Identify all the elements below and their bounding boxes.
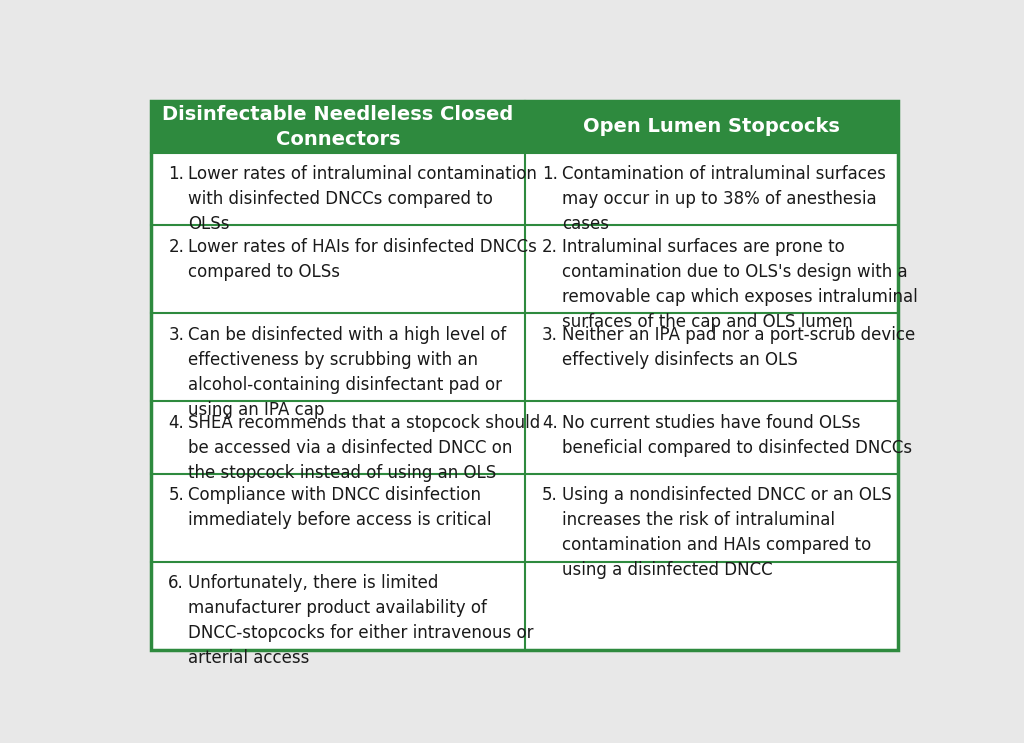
Text: Lower rates of intraluminal contamination
with disinfected DNCCs compared to
OLS: Lower rates of intraluminal contaminatio… xyxy=(188,166,538,233)
Bar xyxy=(524,153,898,225)
Bar xyxy=(152,474,524,562)
Text: Disinfectable Needleless Closed
Connectors: Disinfectable Needleless Closed Connecto… xyxy=(163,105,514,149)
Text: 5.: 5. xyxy=(168,486,184,504)
Text: 6.: 6. xyxy=(168,574,184,592)
Bar xyxy=(152,314,524,401)
Bar xyxy=(524,225,898,314)
Bar xyxy=(152,401,524,474)
Bar xyxy=(152,101,524,153)
Text: 3.: 3. xyxy=(542,325,558,344)
Text: SHEA recommends that a stopcock should
be accessed via a disinfected DNCC on
the: SHEA recommends that a stopcock should b… xyxy=(188,414,541,481)
Text: 2.: 2. xyxy=(542,238,558,256)
Text: Lower rates of HAIs for disinfected DNCCs
compared to OLSs: Lower rates of HAIs for disinfected DNCC… xyxy=(188,238,538,281)
Text: Contamination of intraluminal surfaces
may occur in up to 38% of anesthesia
case: Contamination of intraluminal surfaces m… xyxy=(562,166,886,233)
Text: 3.: 3. xyxy=(168,325,184,344)
Text: 1.: 1. xyxy=(542,166,558,184)
Bar xyxy=(524,314,898,401)
Bar xyxy=(152,225,524,314)
Text: 5.: 5. xyxy=(542,486,558,504)
Bar xyxy=(524,401,898,474)
Text: Neither an IPA pad nor a port-scrub device
effectively disinfects an OLS: Neither an IPA pad nor a port-scrub devi… xyxy=(562,325,915,369)
Text: No current studies have found OLSs
beneficial compared to disinfected DNCCs: No current studies have found OLSs benef… xyxy=(562,414,912,457)
Bar xyxy=(524,562,898,649)
Text: 1.: 1. xyxy=(168,166,184,184)
Text: Open Lumen Stopcocks: Open Lumen Stopcocks xyxy=(583,117,840,137)
Bar xyxy=(524,101,898,153)
Text: Intraluminal surfaces are prone to
contamination due to OLS's design with a
remo: Intraluminal surfaces are prone to conta… xyxy=(562,238,918,331)
Bar xyxy=(152,153,524,225)
Text: Using a nondisinfected DNCC or an OLS
increases the risk of intraluminal
contami: Using a nondisinfected DNCC or an OLS in… xyxy=(562,486,892,579)
Text: Can be disinfected with a high level of
effectiveness by scrubbing with an
alcoh: Can be disinfected with a high level of … xyxy=(188,325,507,419)
Text: 4.: 4. xyxy=(168,414,184,432)
Text: Compliance with DNCC disinfection
immediately before access is critical: Compliance with DNCC disinfection immedi… xyxy=(188,486,492,529)
Bar xyxy=(152,562,524,649)
Text: 2.: 2. xyxy=(168,238,184,256)
Text: Unfortunately, there is limited
manufacturer product availability of
DNCC-stopco: Unfortunately, there is limited manufact… xyxy=(188,574,534,667)
Bar xyxy=(524,474,898,562)
Text: 4.: 4. xyxy=(542,414,558,432)
